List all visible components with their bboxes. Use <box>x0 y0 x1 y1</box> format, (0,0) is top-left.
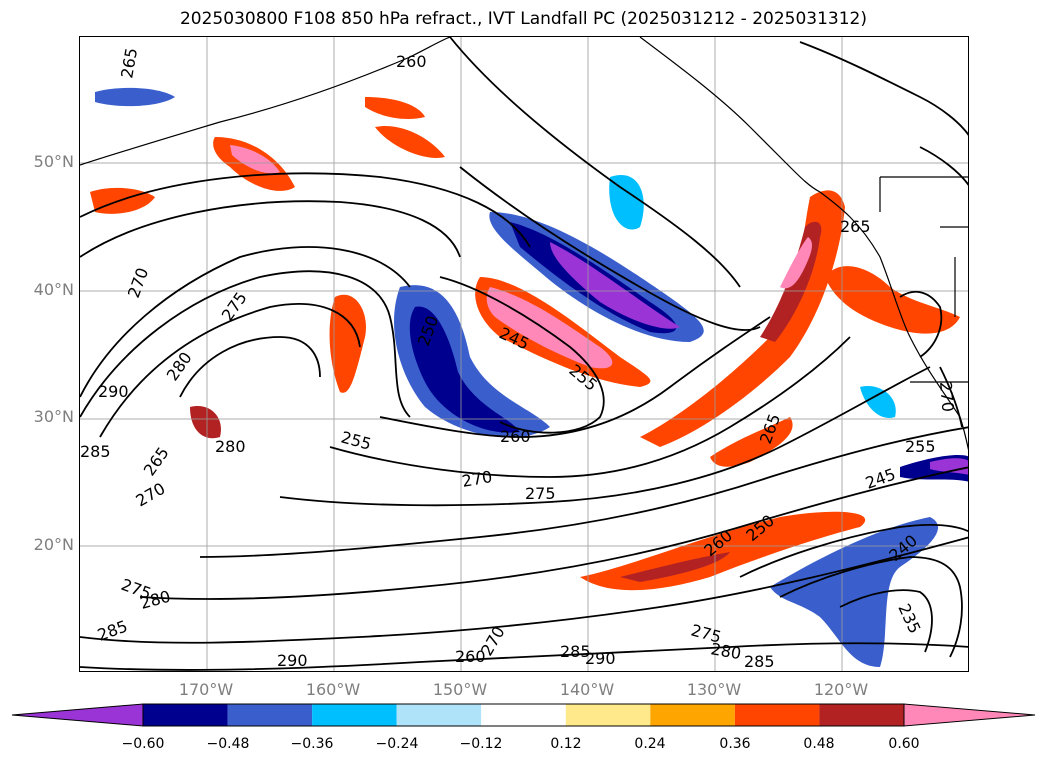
colorbar-frame <box>142 703 905 727</box>
colorbar-tick-label: 0.60 <box>888 736 920 752</box>
contour-label: 280 <box>709 639 742 663</box>
shade-negative-baja-p <box>930 458 968 475</box>
map-panel[interactable]: 265 260 265 270 275 280 290 285 280 265 … <box>79 36 969 672</box>
contour-label: 235 <box>894 601 924 637</box>
contour-label: 290 <box>98 382 129 401</box>
lon-label: 170°W <box>178 680 234 699</box>
colorbar-tick-label: −0.12 <box>459 736 503 752</box>
shade-negative-gulf-purple <box>550 242 680 329</box>
colorbar-tick-label: −0.60 <box>121 736 165 752</box>
shade-positive-mid2 <box>190 406 221 439</box>
contour-label: 280 <box>215 437 246 456</box>
contour-label: 245 <box>863 464 898 492</box>
contour-label: 265 <box>117 46 141 79</box>
contour-label: 270 <box>133 479 169 511</box>
shade-negative-low-core <box>409 306 520 433</box>
lat-label: 40°N <box>33 280 74 299</box>
colorbar-tick-label: 0.48 <box>803 736 835 752</box>
shade-positive-coast <box>825 266 960 334</box>
shading-layer <box>90 87 968 667</box>
contour-label: 285 <box>80 442 111 461</box>
contour-label: 290 <box>585 649 616 668</box>
colorbar-extend-high <box>903 703 1036 727</box>
map-canvas: 265 260 265 270 275 280 290 285 280 265 … <box>80 37 968 671</box>
shade-positive-ar2 <box>640 190 845 447</box>
colorbar-tick-label: −0.36 <box>290 736 334 752</box>
lat-label: 50°N <box>33 152 74 171</box>
shade-light-blue-1 <box>609 175 644 230</box>
colorbar-swatch <box>312 704 397 726</box>
contour-label: 255 <box>339 428 373 454</box>
shade-positive-mid <box>329 294 366 393</box>
colorbar-swatch <box>650 704 735 726</box>
shade-positive-nw1-core <box>230 145 280 174</box>
contour-label: 260 <box>396 52 427 71</box>
contour-label: 270 <box>460 467 493 491</box>
shade-positive-coast2 <box>710 417 793 467</box>
contour-label: 265 <box>840 217 871 236</box>
contour-lines <box>80 37 968 671</box>
colorbar-swatch <box>396 704 482 726</box>
contour-label: 285 <box>560 642 591 661</box>
graticule <box>80 37 968 671</box>
lat-label: 20°N <box>33 535 74 554</box>
colorbar-swatch <box>819 704 904 726</box>
contour-label: 260 <box>500 427 531 446</box>
lon-label: 140°W <box>559 680 615 699</box>
contour-label: 255 <box>905 437 936 456</box>
colorbar-tick-label: −0.48 <box>206 736 250 752</box>
coastline <box>80 37 968 451</box>
colorbar-swatch <box>143 704 228 726</box>
colorbar-tick-label: 0.12 <box>550 736 582 752</box>
contour-label: 275 <box>218 288 251 324</box>
shade-negative-nw <box>95 87 175 107</box>
shade-positive-nw3 <box>365 97 425 119</box>
contour-label: 260 <box>455 647 486 666</box>
shade-positive-ar1-core <box>486 287 613 369</box>
lon-label: 130°W <box>686 680 742 699</box>
colorbar-swatch <box>481 704 566 726</box>
colorbar-tick-label: 0.24 <box>634 736 666 752</box>
shade-negative-sw <box>770 517 939 667</box>
colorbar-tick-label: −0.24 <box>375 736 419 752</box>
lon-label: 120°W <box>813 680 869 699</box>
shade-positive-nw2 <box>90 187 155 214</box>
contour-label: 265 <box>140 443 173 479</box>
shade-positive-sw-core <box>620 552 730 582</box>
colorbar-swatch <box>227 704 313 726</box>
colorbar <box>11 703 1036 727</box>
shade-positive-ar2-pink <box>780 237 812 289</box>
contour-label: 275 <box>525 484 556 503</box>
colorbar-swatch <box>565 704 651 726</box>
contour-label: 290 <box>277 651 308 670</box>
shade-light-blue-2 <box>860 386 896 418</box>
contour-label: 270 <box>936 381 958 413</box>
colorbar-swatch <box>734 704 820 726</box>
contour-label: 270 <box>124 265 152 300</box>
colorbar-tick-label: 0.36 <box>719 736 751 752</box>
lat-label: 30°N <box>33 407 74 426</box>
contour-label: 285 <box>744 652 775 671</box>
shade-positive-nw4 <box>375 126 445 158</box>
colorbar-extend-low <box>11 703 144 727</box>
lon-label: 160°W <box>305 680 361 699</box>
lon-label: 150°W <box>432 680 488 699</box>
map-title: 2025030800 F108 850 hPa refract., IVT La… <box>179 9 867 29</box>
